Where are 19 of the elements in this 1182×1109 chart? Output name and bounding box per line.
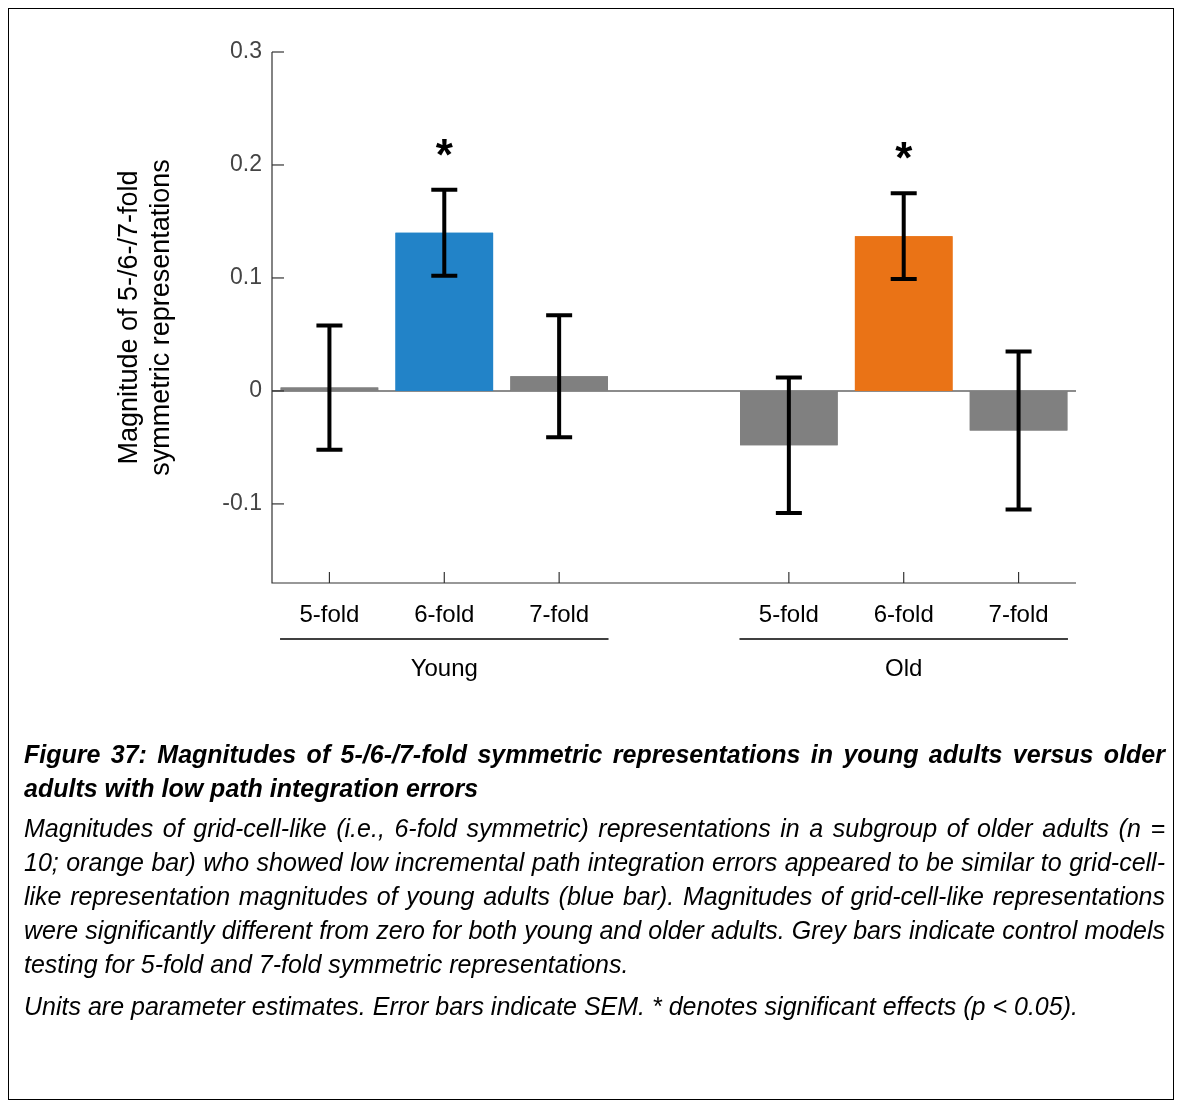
text: Figure 37: Magnitudes of 5-/6-/7-fold symmetric representations in young adults versus older adults with low path integration errors bbox=[24, 739, 1165, 804]
text: Magnitudes of grid-cell-like (i.e., 6-fold symmetric) representations in a subgroup of older adults (n = 10; orange bar) who showed low incremental path integration errors appeared to be similar to grid-cell-like representation magnitudes of young adults (blue bar). Magnitudes of grid-cell-like representations were significantly different from zero for both young and older adults. Grey bars indicate control models testing for 5-fold and 7-fold symmetric representations. bbox=[24, 813, 1165, 980]
x-tick-label: 6-fold bbox=[873, 600, 934, 628]
text: Units are parameter estimates. Error bars indicate SEM. * denotes significant effects (p < 0.05). bbox=[24, 991, 1079, 1022]
annotation: * bbox=[435, 129, 454, 179]
y-tick-label: -0.1 bbox=[222, 489, 262, 516]
text: Young bbox=[410, 653, 478, 681]
x-tick-label: 7-fold bbox=[988, 600, 1049, 628]
x-tick-label: 6-fold bbox=[414, 600, 475, 628]
y-tick-label: 0.2 bbox=[230, 150, 262, 177]
y-axis-title: Magnitude of 5-/6-/7-fold symmetric representations bbox=[112, 159, 176, 476]
text: Old bbox=[885, 653, 923, 681]
y-tick-label: 0.1 bbox=[230, 263, 262, 290]
x-tick-label: 5-fold bbox=[299, 600, 360, 628]
y-tick-label: 0.3 bbox=[230, 37, 262, 64]
y-tick-label: 0 bbox=[249, 376, 262, 403]
x-tick-label: 5-fold bbox=[758, 600, 819, 628]
x-tick-label: 7-fold bbox=[529, 600, 590, 628]
annotation: * bbox=[895, 133, 914, 183]
